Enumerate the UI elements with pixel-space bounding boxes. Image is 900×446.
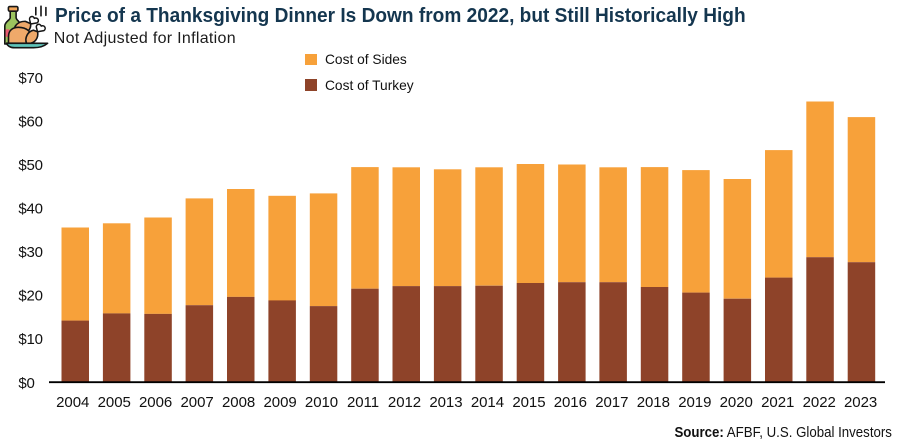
svg-text:$60: $60	[18, 113, 42, 130]
svg-text:2010: 2010	[305, 394, 338, 411]
svg-text:$30: $30	[18, 244, 42, 261]
svg-text:$50: $50	[18, 157, 42, 174]
svg-text:2011: 2011	[347, 394, 379, 411]
svg-text:2012: 2012	[388, 394, 421, 411]
svg-text:2014: 2014	[471, 394, 504, 411]
svg-text:$40: $40	[18, 201, 42, 218]
svg-text:2021: 2021	[761, 394, 794, 411]
svg-text:2006: 2006	[139, 394, 172, 411]
svg-text:$0: $0	[18, 375, 34, 392]
svg-text:2013: 2013	[429, 394, 462, 411]
svg-text:2017: 2017	[595, 394, 628, 411]
svg-text:2016: 2016	[554, 394, 587, 411]
svg-text:2009: 2009	[264, 394, 297, 411]
svg-text:2019: 2019	[678, 394, 711, 411]
svg-text:2004: 2004	[56, 394, 89, 411]
svg-text:2005: 2005	[98, 394, 131, 411]
svg-text:2018: 2018	[637, 394, 670, 411]
svg-text:$20: $20	[18, 288, 42, 305]
svg-text:2020: 2020	[720, 394, 753, 411]
svg-text:$10: $10	[18, 331, 42, 348]
svg-text:$70: $70	[18, 70, 42, 87]
svg-text:2022: 2022	[803, 394, 836, 411]
svg-text:2023: 2023	[844, 394, 877, 411]
svg-text:2015: 2015	[512, 394, 545, 411]
svg-text:2007: 2007	[181, 394, 214, 411]
svg-text:2008: 2008	[222, 394, 255, 411]
